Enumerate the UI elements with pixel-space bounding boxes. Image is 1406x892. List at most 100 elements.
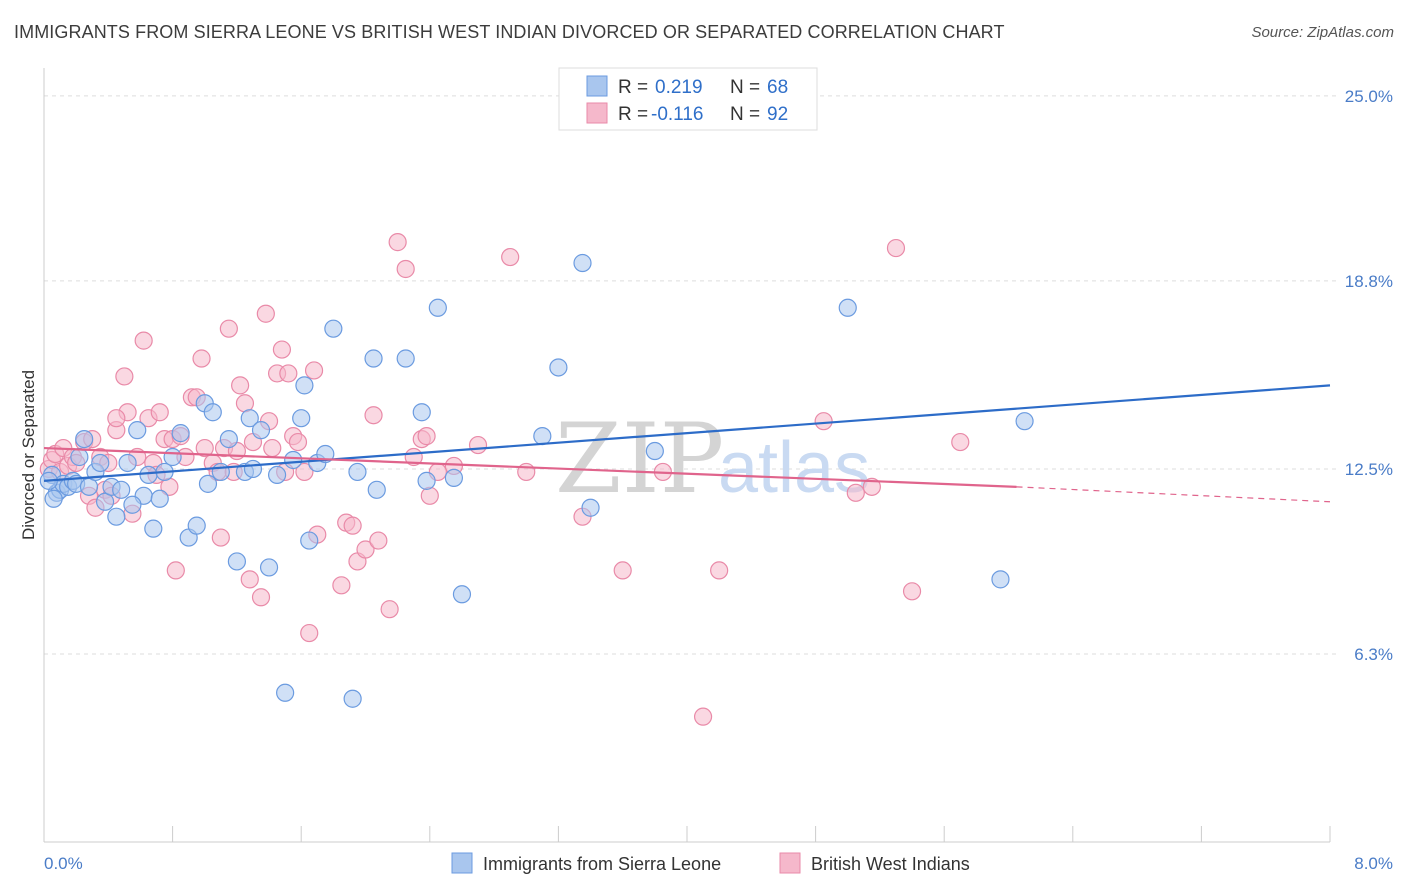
british-west-indians-point-40: [219, 319, 238, 338]
british-west-indians-point-84: [693, 707, 713, 726]
sierra-leone-point-62: [343, 689, 362, 708]
legend-n-label-2: N =: [730, 104, 760, 125]
bottom-legend-swatch-pink: [779, 852, 801, 874]
trend-lines: [43, 384, 1331, 503]
british-west-indians-point-81: [613, 561, 632, 580]
sierra-leone-point-57: [581, 498, 600, 517]
chart-title: IMMIGRANTS FROM SIERRA LEONE VS BRITISH …: [14, 22, 1005, 42]
sierra-leone-point-63: [991, 570, 1010, 589]
british-west-indians-point-89: [902, 582, 922, 601]
sierra-leone-point-34: [243, 459, 263, 479]
sierra-leone-point-35: [251, 421, 271, 440]
british-west-indians-point-56: [288, 432, 308, 452]
british-west-indians-point-59: [304, 361, 324, 380]
sierra-leone-point-51: [428, 298, 447, 317]
sierra-leone-point-50: [417, 471, 436, 490]
sierra-leone-point-28: [203, 403, 222, 422]
sierra-leone-point-66: [70, 447, 89, 467]
sierra-leone-point-27: [198, 474, 218, 493]
british-west-indians-point-66: [364, 406, 383, 425]
british-west-indians-point-69: [388, 233, 407, 252]
british-west-indians-point-61: [332, 576, 351, 595]
british-west-indians-point-78: [501, 247, 520, 267]
sierra-leone-point-23: [171, 424, 190, 443]
x-tick-label-0: 0.0%: [44, 854, 83, 873]
trend-line-sierra-leone: [43, 384, 1331, 482]
y-axis-label: Divorced or Separated: [19, 370, 38, 540]
british-west-indians-point-73: [417, 427, 436, 446]
british-west-indians-point-43: [231, 376, 250, 395]
british-west-indians-point-67: [369, 531, 388, 550]
british-west-indians-point-50: [263, 438, 282, 458]
sierra-leone-point-55: [549, 358, 568, 377]
british-west-indians-point-54: [279, 364, 298, 383]
british-west-indians-point-65: [356, 540, 375, 559]
bottom-legend-swatch-blue: [451, 852, 473, 874]
sierra-leone-point-18: [139, 465, 158, 485]
x-tick-label-1: 8.0%: [1354, 854, 1393, 873]
sierra-leone-point-65: [44, 489, 63, 508]
watermark-atlas: atlas: [718, 428, 870, 508]
y-tick-labels: 6.3% 12.5% 18.8% 25.0%: [1345, 87, 1393, 664]
trend-line-british-west-indians: [43, 446, 1017, 488]
sierra-leone-point-59: [838, 298, 857, 317]
y-tick-label-3: 25.0%: [1345, 87, 1393, 106]
british-west-indians-point-68: [380, 600, 399, 619]
sierra-leone-point-61: [276, 683, 295, 702]
y-tick-label-1: 12.5%: [1345, 460, 1393, 479]
legend-r-value-2: -0.116: [651, 104, 703, 125]
sierra-leone-point-58: [645, 441, 664, 461]
chart-source: Source: ZipAtlas.com: [1251, 24, 1394, 41]
sierra-leone-point-56: [573, 253, 592, 273]
sierra-leone-point-30: [219, 429, 238, 449]
sierra-leone-point-52: [444, 468, 464, 487]
sierra-leone-point-40: [295, 376, 314, 395]
x-tick-labels: 0.0% 8.0%: [44, 854, 1393, 873]
british-west-indians-point-45: [240, 570, 259, 589]
bottom-legend-label-blue: Immigrants from Sierra Leone: [483, 854, 721, 874]
british-west-indians-point-88: [886, 238, 906, 258]
british-west-indians-point-35: [195, 438, 214, 458]
sierra-leone-point-45: [348, 462, 367, 482]
sierra-leone-point-46: [364, 349, 383, 368]
british-west-indians-point-90: [951, 432, 970, 452]
axes: [43, 68, 1331, 843]
sierra-leone-point-20: [150, 489, 169, 508]
sierra-leone-point-16: [128, 421, 147, 440]
trend-line-british-west-indians-extension: [1016, 486, 1331, 503]
british-west-indians-point-38: [211, 528, 230, 547]
legend-n-value-2: 92: [767, 104, 788, 125]
british-west-indians-point-70: [396, 259, 415, 279]
correlation-legend: R = 0.219 N = 68 R = -0.116 N = 92: [558, 67, 818, 131]
british-west-indians-point-77: [468, 435, 488, 455]
bottom-legend-label-pink: British West Indians: [811, 854, 970, 874]
sierra-leone-point-67: [123, 495, 142, 514]
british-west-indians-point-63: [343, 516, 362, 535]
sierra-leone-point-7: [75, 429, 94, 449]
legend-r-value-1: 0.219: [655, 77, 703, 98]
british-west-indians-point-17: [115, 367, 134, 386]
sierra-leone-point-54: [533, 427, 552, 446]
series-legend: Immigrants from Sierra Leone British Wes…: [451, 852, 970, 874]
sierra-leone-point-36: [259, 558, 279, 577]
british-west-indians-point-86: [846, 483, 865, 502]
sierra-leone-point-37: [267, 465, 287, 485]
sierra-leone-point-53: [452, 585, 472, 604]
british-west-indians-point-87: [862, 477, 881, 496]
british-west-indians-point-57: [295, 462, 314, 482]
british-west-indians-point-48: [256, 304, 275, 323]
legend-swatch-pink: [586, 102, 608, 124]
british-west-indians-point-85: [814, 412, 833, 431]
legend-r-label-2: R =: [618, 104, 648, 125]
sierra-leone-point-33: [240, 409, 259, 428]
legend-n-label-1: N =: [730, 77, 760, 98]
sierra-leone-point-60: [1015, 412, 1034, 431]
sierra-leone-point-10: [91, 453, 110, 473]
sierra-leone-point-38: [284, 450, 303, 470]
watermark-zip: ZIP: [555, 403, 724, 515]
british-west-indians-point-52: [272, 340, 292, 359]
y-tick-label-2: 18.8%: [1345, 272, 1393, 291]
british-west-indians-point-91: [107, 409, 126, 428]
sierra-leone-point-25: [187, 516, 206, 535]
sierra-leone-point-13: [107, 507, 126, 526]
